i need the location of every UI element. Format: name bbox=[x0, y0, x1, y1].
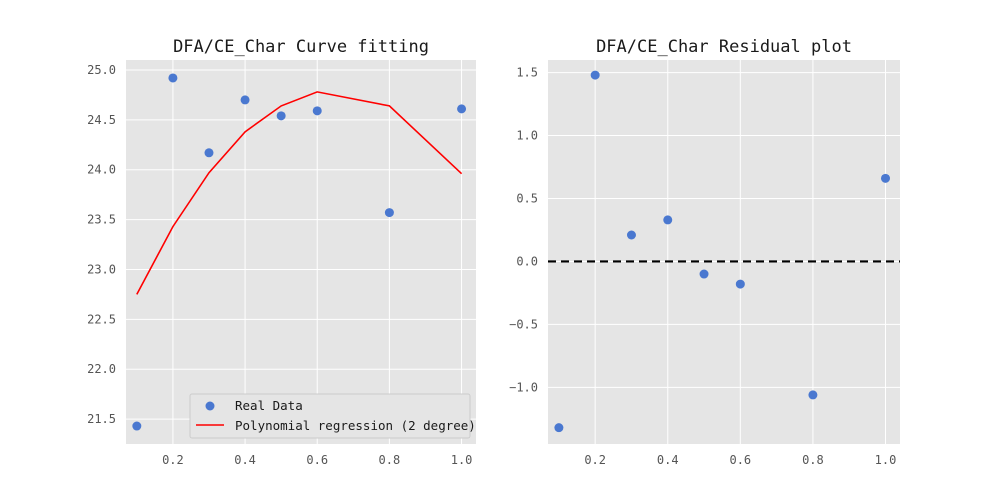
regression-curve bbox=[136, 91, 463, 295]
y-tick-label: 1.0 bbox=[516, 129, 538, 143]
y-tick-label: 25.0 bbox=[87, 63, 116, 77]
y-tick-label: 0.0 bbox=[516, 254, 538, 268]
legend-box bbox=[189, 393, 471, 439]
x-tick-label: 0.8 bbox=[379, 453, 401, 467]
chart-title: DFA/CE_Char Curve fitting bbox=[173, 37, 429, 57]
data-point bbox=[880, 173, 890, 183]
x-tick-label: 0.6 bbox=[306, 453, 328, 467]
data-point bbox=[590, 70, 600, 80]
x-tick-label: 1.0 bbox=[875, 453, 897, 467]
data-point bbox=[240, 95, 250, 105]
y-tick-label: 24.5 bbox=[87, 113, 116, 127]
x-tick-label: 1.0 bbox=[451, 453, 473, 467]
regression-line bbox=[136, 91, 463, 295]
data-point bbox=[808, 390, 818, 400]
data-point bbox=[554, 423, 564, 433]
curve-fitting-chart: 0.2 0.4 0.6 0.8 1.0 21.5 22.0 22.5 23.0 23.5 24.0 2… bbox=[87, 37, 476, 467]
y-tick-label: 23.0 bbox=[87, 262, 116, 276]
data-point bbox=[663, 215, 673, 225]
plot-area bbox=[548, 60, 900, 444]
plot-area bbox=[126, 60, 476, 444]
legend-marker-real-data bbox=[205, 401, 215, 411]
x-tick-label: 0.4 bbox=[234, 453, 256, 467]
x-tick-label: 0.2 bbox=[162, 453, 184, 467]
data-point bbox=[457, 104, 467, 114]
x-tick-label: 0.8 bbox=[802, 453, 824, 467]
data-point bbox=[168, 73, 178, 83]
y-tick-label: 0.5 bbox=[516, 191, 538, 205]
chart-title: DFA/CE_Char Residual plot bbox=[596, 37, 852, 57]
data-point bbox=[204, 148, 214, 158]
x-tick-label: 0.4 bbox=[657, 453, 679, 467]
y-tick-label: −0.5 bbox=[509, 317, 538, 331]
data-point bbox=[132, 421, 142, 431]
x-tick-label: 0.6 bbox=[729, 453, 751, 467]
data-points bbox=[132, 73, 467, 431]
tick-labels: 0.2 0.4 0.6 0.8 1.0 −1.0 −0.5 0.0 0.5 1.0 1.5 bbox=[509, 66, 896, 467]
data-point bbox=[626, 230, 636, 240]
legend: Real Data Polynomial regression (2 degre… bbox=[189, 393, 476, 439]
y-tick-label: 22.5 bbox=[87, 312, 116, 326]
legend-label-real-data: Real Data bbox=[235, 398, 303, 413]
y-tick-label: 22.0 bbox=[87, 362, 116, 376]
y-tick-label: 21.5 bbox=[87, 412, 116, 426]
data-point bbox=[276, 111, 286, 121]
tick-labels: 0.2 0.4 0.6 0.8 1.0 21.5 22.0 22.5 23.0 23.5 24.0 2… bbox=[87, 63, 472, 467]
data-point bbox=[312, 106, 322, 116]
data-point bbox=[699, 269, 709, 279]
residual-points bbox=[554, 70, 890, 433]
data-point bbox=[735, 279, 745, 289]
data-point bbox=[384, 208, 394, 218]
legend-label-regression: Polynomial regression (2 degree) bbox=[235, 418, 476, 433]
y-tick-label: 1.5 bbox=[516, 66, 538, 80]
residual-plot-chart: 0.2 0.4 0.6 0.8 1.0 −1.0 −0.5 0.0 0.5 1.0 1.5 DFA/… bbox=[509, 37, 900, 467]
x-tick-label: 0.2 bbox=[584, 453, 606, 467]
y-tick-label: 23.5 bbox=[87, 213, 116, 227]
y-tick-label: 24.0 bbox=[87, 163, 116, 177]
y-tick-label: −1.0 bbox=[509, 380, 538, 394]
